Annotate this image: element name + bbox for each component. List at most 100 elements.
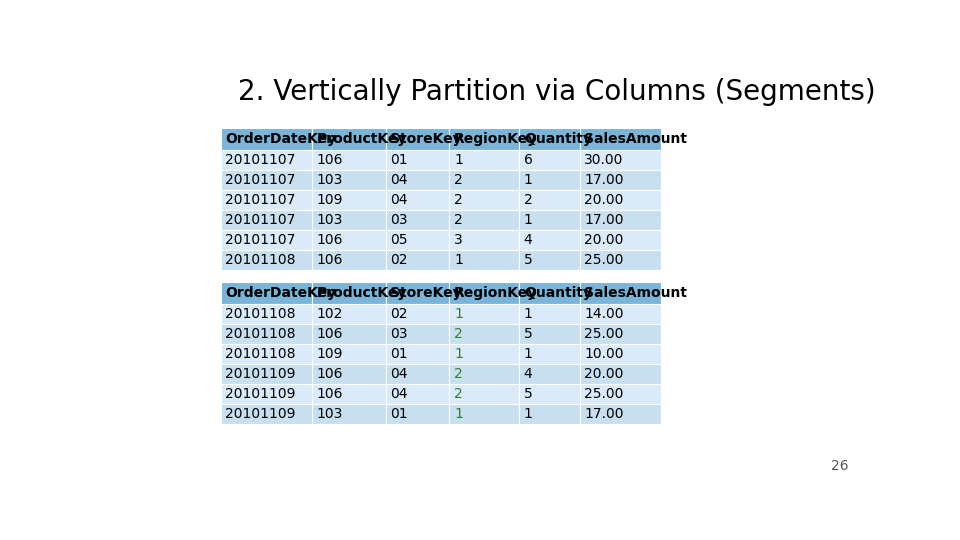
Bar (312, 170, 386, 190)
Text: 106: 106 (317, 253, 344, 267)
Bar (386, 343, 449, 363)
Bar (386, 190, 449, 210)
Text: SalesAmount: SalesAmount (585, 286, 687, 300)
Text: 20101107: 20101107 (226, 173, 296, 186)
Bar (312, 128, 386, 150)
Bar (519, 128, 580, 150)
Text: ProductKey: ProductKey (317, 132, 407, 146)
Text: 1: 1 (454, 152, 463, 166)
Bar (312, 230, 386, 249)
Bar (580, 128, 660, 150)
Bar (221, 190, 312, 210)
Text: StoreKey: StoreKey (391, 132, 462, 146)
Bar (386, 210, 449, 230)
Text: RegionKey: RegionKey (454, 132, 538, 146)
Bar (221, 363, 312, 383)
Bar (449, 249, 519, 269)
Bar (580, 383, 660, 403)
Bar (449, 323, 519, 343)
Bar (519, 303, 580, 323)
Bar (519, 323, 580, 343)
Bar (386, 363, 449, 383)
Text: 6: 6 (524, 152, 533, 166)
Text: StoreKey: StoreKey (391, 286, 462, 300)
Text: 2: 2 (524, 193, 533, 206)
Text: RegionKey: RegionKey (454, 286, 538, 300)
Bar (449, 150, 519, 170)
Text: 10.00: 10.00 (585, 347, 624, 361)
Text: 1: 1 (524, 347, 533, 361)
Bar (519, 343, 580, 363)
Text: 102: 102 (317, 307, 344, 321)
Bar (580, 210, 660, 230)
Text: 2: 2 (454, 213, 463, 227)
Bar (386, 230, 449, 249)
Text: 2: 2 (454, 327, 463, 341)
Text: 2: 2 (454, 387, 463, 401)
Bar (519, 170, 580, 190)
Bar (386, 303, 449, 323)
Text: 03: 03 (391, 327, 408, 341)
Bar (580, 323, 660, 343)
Bar (386, 150, 449, 170)
Text: 20101108: 20101108 (226, 327, 296, 341)
Text: 17.00: 17.00 (585, 173, 624, 186)
Bar (519, 190, 580, 210)
Text: 20101108: 20101108 (226, 253, 296, 267)
Bar (580, 363, 660, 383)
Bar (519, 363, 580, 383)
Bar (312, 383, 386, 403)
Bar (312, 150, 386, 170)
Text: 4: 4 (524, 367, 533, 381)
Text: 02: 02 (391, 307, 408, 321)
Text: 1: 1 (524, 213, 533, 227)
Bar (449, 383, 519, 403)
Bar (221, 383, 312, 403)
Text: 20101107: 20101107 (226, 233, 296, 247)
Text: OrderDateKey: OrderDateKey (226, 132, 337, 146)
Text: 1: 1 (454, 253, 463, 267)
Bar (221, 282, 312, 303)
Bar (519, 230, 580, 249)
Text: 2: 2 (454, 173, 463, 186)
Text: 04: 04 (391, 387, 408, 401)
Text: 109: 109 (317, 193, 344, 206)
Text: 20101109: 20101109 (226, 367, 296, 381)
Text: 20.00: 20.00 (585, 367, 624, 381)
Bar (312, 403, 386, 423)
Text: 14.00: 14.00 (585, 307, 624, 321)
Text: 103: 103 (317, 213, 344, 227)
Text: 05: 05 (391, 233, 408, 247)
Text: OrderDateKey: OrderDateKey (226, 286, 337, 300)
Bar (312, 210, 386, 230)
Text: 04: 04 (391, 367, 408, 381)
Text: 1: 1 (524, 407, 533, 421)
Bar (312, 282, 386, 303)
Text: 1: 1 (524, 307, 533, 321)
Text: 5: 5 (524, 387, 533, 401)
Text: 3: 3 (454, 233, 463, 247)
Text: 1: 1 (524, 173, 533, 186)
Text: 02: 02 (391, 253, 408, 267)
Bar (449, 128, 519, 150)
Text: 25.00: 25.00 (585, 253, 624, 267)
Bar (519, 403, 580, 423)
Bar (580, 282, 660, 303)
Bar (312, 343, 386, 363)
Bar (386, 403, 449, 423)
Text: 106: 106 (317, 367, 344, 381)
Bar (449, 210, 519, 230)
Bar (221, 128, 312, 150)
Text: ProductKey: ProductKey (317, 286, 407, 300)
Bar (221, 230, 312, 249)
Text: 106: 106 (317, 152, 344, 166)
Text: 1: 1 (454, 307, 463, 321)
Text: 17.00: 17.00 (585, 213, 624, 227)
Text: 26: 26 (830, 459, 849, 473)
Bar (312, 323, 386, 343)
Bar (449, 190, 519, 210)
Bar (580, 249, 660, 269)
Bar (449, 343, 519, 363)
Bar (449, 170, 519, 190)
Bar (312, 363, 386, 383)
